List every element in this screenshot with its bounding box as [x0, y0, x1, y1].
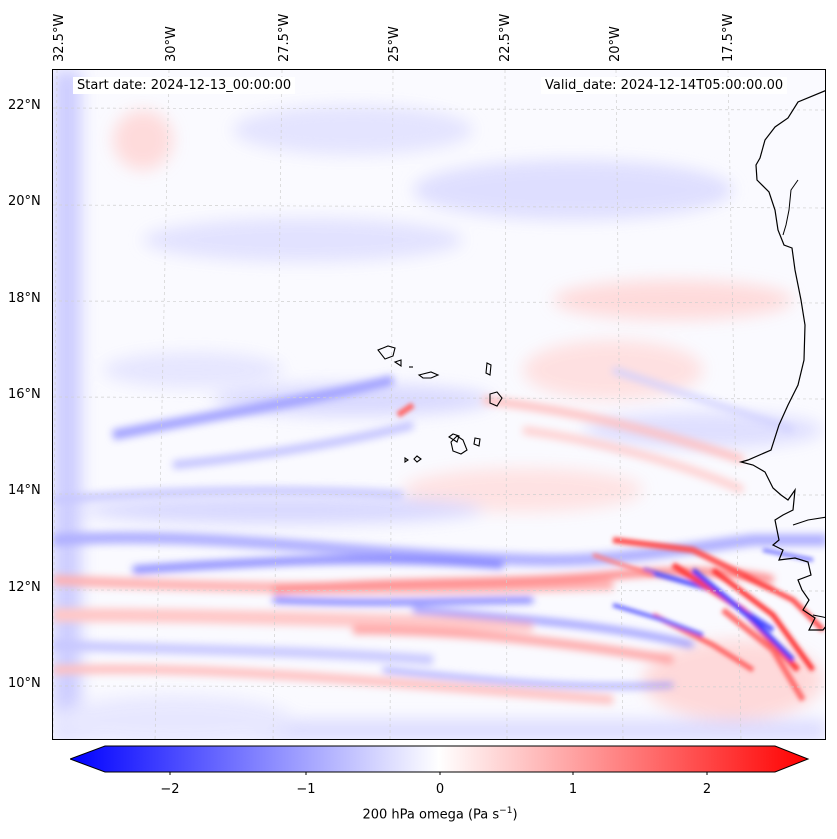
lat-label-14n: 14°N — [8, 483, 41, 498]
lon-label-32-5w: 32.5°W — [52, 13, 67, 62]
gridlines — [53, 70, 825, 739]
start-date-box: Start date: 2024-12-13_00:00:00 — [73, 77, 296, 94]
lon-label-17-5w: 17.5°W — [721, 13, 736, 62]
lat-label-20n: 20°N — [8, 194, 41, 209]
colorbar-tick-0: 0 — [435, 782, 445, 797]
colorbar-tick-neg2: −2 — [160, 782, 180, 797]
colorbar — [70, 745, 810, 775]
cape-verde-islands — [377, 345, 503, 464]
broad-field — [53, 70, 825, 739]
colorbar-tick-neg1: −1 — [296, 782, 316, 797]
colorbar-label: 200 hPa omega (Pa s−1) — [0, 806, 837, 822]
coast-detail — [782, 179, 799, 236]
colorbar-ticks — [169, 772, 708, 775]
lon-label-20w: 20°W — [608, 26, 623, 62]
lat-label-22n: 22°N — [8, 98, 41, 113]
lon-label-22-5w: 22.5°W — [498, 13, 513, 62]
valid-date-box: Valid_date: 2024-12-14T05:00:00.00 — [541, 77, 788, 94]
omega-map — [52, 69, 826, 740]
colorbar-label-text: 200 hPa omega (Pa s — [362, 807, 500, 823]
lat-label-10n: 10°N — [8, 676, 41, 691]
africa-coastline — [738, 90, 825, 631]
lon-label-25w: 25°W — [387, 26, 402, 62]
colorbar-label-exponent: −1 — [499, 806, 513, 816]
lat-label-16n: 16°N — [8, 387, 41, 402]
sharp-features — [396, 402, 825, 702]
colorbar-tick-1: 1 — [568, 782, 578, 797]
lat-label-12n: 12°N — [8, 580, 41, 595]
lon-label-30w: 30°W — [164, 26, 179, 62]
lon-label-27-5w: 27.5°W — [277, 13, 292, 62]
omega-field-svg — [53, 70, 825, 739]
colorbar-label-end: ) — [512, 807, 518, 823]
colorbar-body — [70, 745, 810, 773]
lat-label-18n: 18°N — [8, 291, 41, 306]
colorbar-tick-2: 2 — [702, 782, 712, 797]
